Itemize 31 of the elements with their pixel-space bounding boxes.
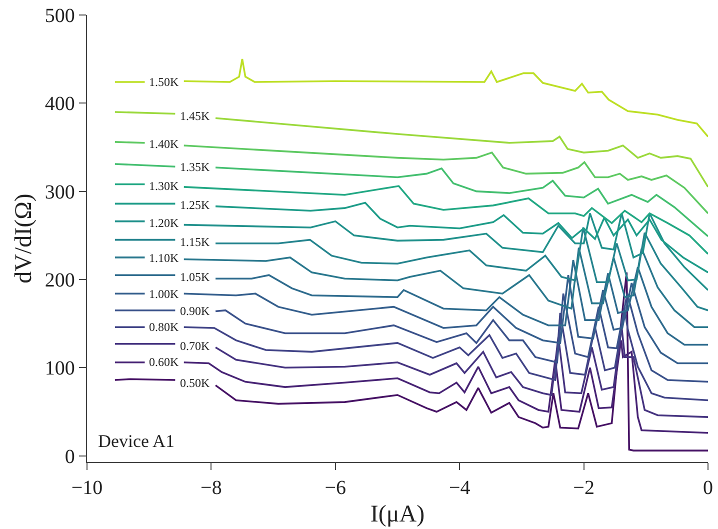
series-label: 1.50K xyxy=(149,75,179,89)
series-label: 1.25K xyxy=(180,198,210,212)
series-label: 1.10K xyxy=(149,251,179,265)
series-label: 1.40K xyxy=(149,137,179,151)
x-axis-title: I(μA) xyxy=(370,501,425,528)
y-tick-label: 0 xyxy=(64,446,75,468)
y-tick-label: 100 xyxy=(44,358,75,380)
annotation: Device A1 xyxy=(98,431,174,451)
series-label: 0.90K xyxy=(180,304,210,318)
x-tick-label: −2 xyxy=(573,477,594,500)
series-label: 0.60K xyxy=(149,355,179,369)
series-label: 0.70K xyxy=(180,339,210,353)
series-label: 1.15K xyxy=(180,235,210,249)
series-label: 1.05K xyxy=(180,270,210,284)
series-label: 1.45K xyxy=(180,109,210,123)
x-tick-label: −8 xyxy=(200,477,222,500)
y-axis-title: dV/dI(Ω) xyxy=(11,194,37,284)
y-tick-label: 300 xyxy=(44,181,75,204)
series-label: 1.00K xyxy=(149,287,179,301)
x-tick-label: −10 xyxy=(71,477,103,500)
x-tick-label: −4 xyxy=(448,477,470,500)
y-tick-label: 400 xyxy=(44,93,75,116)
series-label: 1.20K xyxy=(149,216,179,230)
series-label: 1.35K xyxy=(180,160,210,174)
series-label: 0.80K xyxy=(149,320,179,334)
x-tick-label: −6 xyxy=(324,477,346,500)
y-tick-label: 200 xyxy=(44,270,75,292)
x-tick-label: 0 xyxy=(703,477,713,500)
series-label: 1.30K xyxy=(149,179,179,193)
series-label: 0.50K xyxy=(180,376,210,390)
y-tick-label: 500 xyxy=(44,5,75,27)
